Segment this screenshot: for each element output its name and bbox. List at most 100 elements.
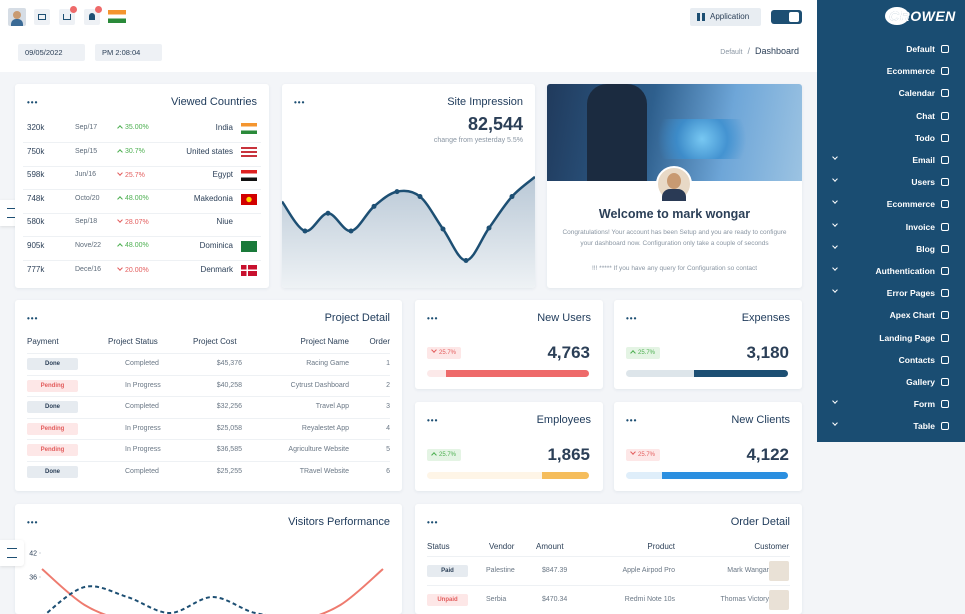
menu-label: Chat	[916, 110, 935, 121]
menu-icon	[941, 289, 949, 298]
menu-item[interactable]: Calendar	[817, 87, 965, 105]
menu-dots[interactable]	[27, 94, 38, 108]
stat-card: Employees 25.7% 1,865	[415, 402, 603, 491]
payment-badge: Done	[27, 465, 78, 478]
menu-item[interactable]: Form	[817, 398, 965, 416]
menu-icon	[941, 333, 949, 342]
cell: Racing Game	[306, 360, 349, 367]
menu-dots[interactable]	[626, 310, 637, 324]
menu-dots[interactable]	[626, 412, 637, 426]
time: PM 2:08:04	[102, 48, 141, 57]
card-title: Site Impression	[447, 96, 523, 108]
theme-toggle[interactable]	[771, 10, 802, 24]
row-divider	[27, 374, 390, 376]
impression-area	[282, 176, 535, 288]
user-avatar[interactable]	[8, 8, 26, 26]
language-flag[interactable]	[108, 10, 126, 23]
payment-badge: Pending	[27, 379, 78, 392]
visits: 580k	[27, 217, 45, 227]
menu-item[interactable]: Invoice	[817, 220, 965, 239]
menu-item[interactable]: Default	[817, 43, 965, 61]
menu-dots[interactable]	[27, 310, 38, 324]
impression-point	[440, 226, 446, 232]
change: 48.00%	[117, 195, 149, 202]
menu-item[interactable]: Users	[817, 176, 965, 194]
cell: Travel App	[315, 403, 349, 410]
cell: Reyalestet App	[301, 424, 349, 432]
menu-item[interactable]: Authentication	[817, 265, 965, 283]
trend-arrow	[117, 264, 123, 271]
menu-icon	[941, 400, 949, 409]
menu-icon	[941, 133, 949, 142]
stat-value: 4,122	[746, 445, 789, 464]
welcome-banner	[547, 84, 802, 181]
cell: $45,376	[216, 360, 242, 367]
breadcrumb-parent[interactable]: Default	[720, 49, 743, 56]
cell: Completed	[125, 403, 159, 410]
date-picker[interactable]: 09/05/2022	[18, 44, 85, 61]
country-row: 750k Sep/15 30.7% United states	[23, 144, 261, 167]
menu-item[interactable]: Todo	[817, 132, 965, 150]
logo[interactable]: CROWEN	[889, 8, 956, 24]
row-divider	[27, 353, 390, 354]
cell: $25,058	[216, 424, 242, 432]
flag	[241, 146, 257, 158]
cell: 6	[386, 467, 390, 475]
row-divider	[427, 585, 790, 586]
country-row: 580k Sep/18 28.07% Niue	[23, 214, 261, 238]
visitors-line	[41, 568, 384, 614]
progress-fill	[661, 472, 788, 479]
menu-label: Authentication	[875, 266, 936, 276]
cell: Palestine	[486, 567, 515, 574]
cell: In Progress	[125, 446, 161, 453]
column-header: Amount	[536, 542, 564, 551]
menu-icon	[941, 156, 949, 164]
menu-item[interactable]: Ecommerce	[817, 198, 965, 216]
application-button[interactable]: Application	[690, 8, 761, 26]
expand-chevron	[832, 265, 838, 271]
cart-icon[interactable]	[59, 6, 77, 25]
menu-label: Ecommerce	[886, 66, 935, 77]
cell: $847.39	[542, 567, 568, 574]
expand-chevron	[832, 287, 838, 294]
menu-item[interactable]: Contacts	[817, 354, 965, 372]
impression-point	[394, 189, 400, 195]
menu-icon	[941, 89, 949, 98]
progress-fill	[542, 472, 589, 479]
menu-label: Email	[912, 155, 935, 165]
menu-item[interactable]: Apex Chart	[817, 309, 965, 327]
impression-point	[325, 210, 331, 216]
menu-label: Table	[913, 421, 935, 432]
time-display: PM 2:08:04	[95, 44, 162, 61]
menu-dots[interactable]	[427, 412, 438, 426]
column-header: Customer	[754, 542, 789, 551]
menu-item[interactable]: Email	[817, 154, 965, 172]
notification-icon[interactable]	[84, 6, 102, 25]
welcome-title: Welcome to mark wongar	[598, 207, 751, 221]
menu-item[interactable]: Blog	[817, 242, 965, 261]
country: Denmark	[200, 264, 233, 274]
menu-item[interactable]: Landing Page	[817, 332, 965, 350]
menu-icon	[941, 67, 949, 76]
menu-item[interactable]: Ecommerce	[817, 65, 965, 83]
trend-arrow	[117, 125, 123, 131]
y-tick-label: 42	[29, 551, 37, 558]
trend-arrow	[117, 195, 123, 202]
menu-item[interactable]: Error Pages	[817, 287, 965, 305]
customizer-tab[interactable]	[0, 540, 24, 566]
change: 35.00%	[117, 124, 149, 131]
screen-icon[interactable]	[34, 9, 50, 25]
menu-dots[interactable]	[427, 310, 438, 324]
customer-avatar	[769, 561, 789, 581]
menu-item[interactable]: Gallery	[817, 376, 965, 394]
site-impression-card: Site Impression 82,544 change from yeste…	[282, 84, 535, 288]
payment-badge: Pending	[27, 444, 78, 456]
menu-item[interactable]: Table	[817, 420, 965, 438]
column-header: Project Cost	[193, 337, 237, 346]
cell: 2	[386, 381, 390, 389]
visits: 748k	[27, 193, 45, 203]
country: United states	[186, 146, 233, 156]
cell: TRavel Website	[299, 467, 349, 475]
menu-item[interactable]: Chat	[817, 110, 965, 128]
menu-dots[interactable]	[427, 514, 438, 528]
